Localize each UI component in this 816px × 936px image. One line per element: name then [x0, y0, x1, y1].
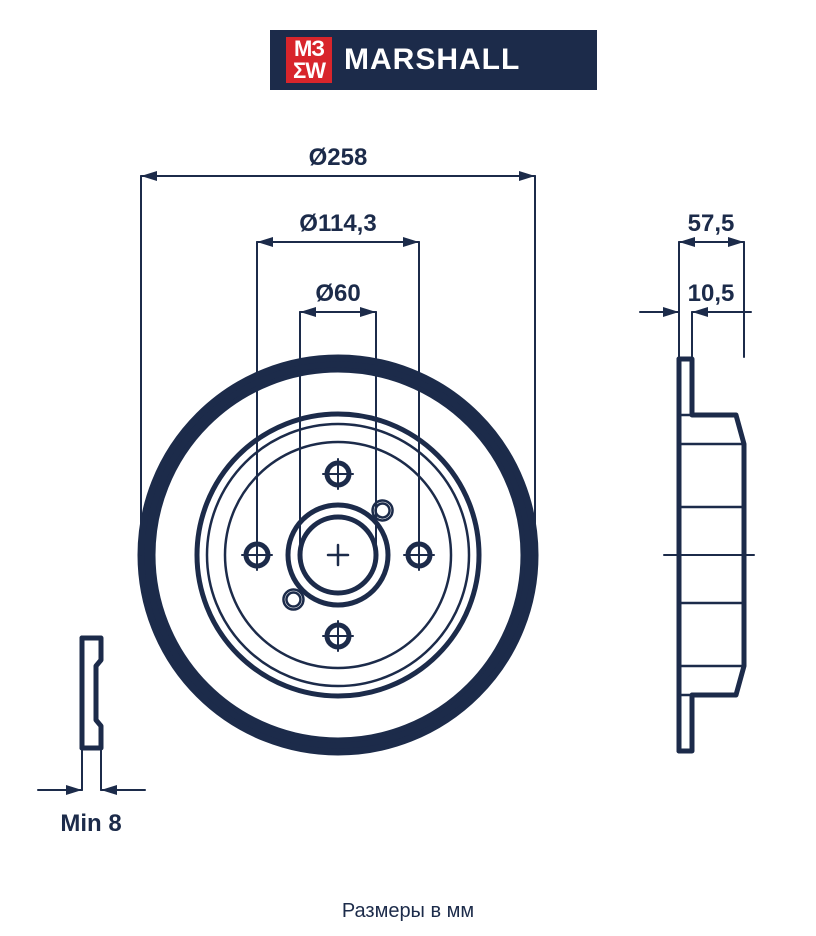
dim-d258-label: Ø258 — [309, 144, 368, 172]
drawing-canvas: МЗ ΣW MARSHALL Ø258 Ø114,3 Ø60 57,5 10,5… — [0, 0, 816, 936]
dim-d114_3-label: Ø114,3 — [299, 210, 376, 238]
dim-10_5-label: 10,5 — [688, 280, 735, 308]
dim-57_5-label: 57,5 — [688, 210, 735, 238]
dim-d60-label: Ø60 — [315, 280, 360, 308]
units-footer: Размеры в мм — [342, 900, 474, 923]
technical-drawing — [0, 0, 816, 936]
dim-min8-label: Min 8 — [60, 810, 121, 838]
